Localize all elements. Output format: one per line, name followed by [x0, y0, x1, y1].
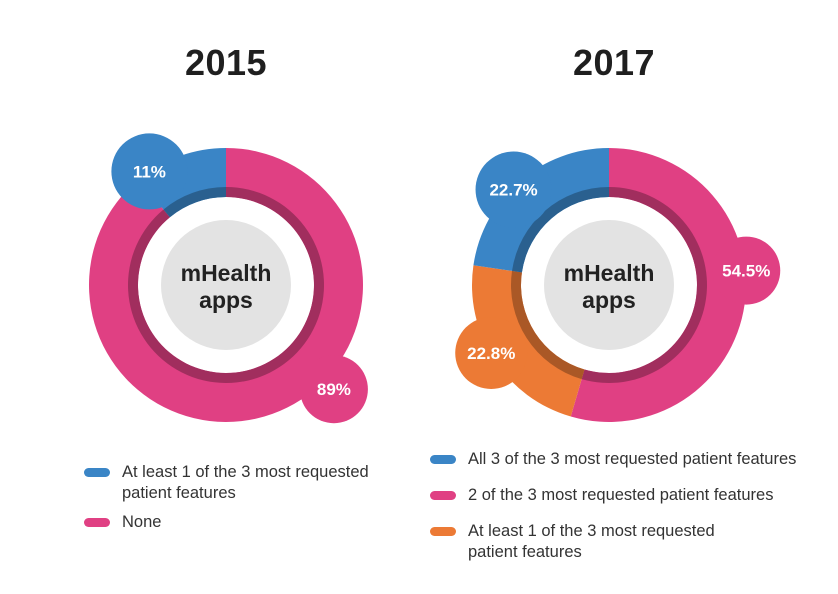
- legend-item-2-of-3: 2 of the 3 most requested patient featur…: [430, 485, 820, 506]
- legend-swatch-blue: [430, 455, 456, 464]
- center-disc: [544, 220, 674, 350]
- legend-swatch-orange: [430, 527, 456, 536]
- legend-swatch-blue: [84, 468, 110, 477]
- donut-segment-inner-band: [163, 187, 226, 218]
- data-label: 89%: [317, 380, 351, 399]
- legend-label: At least 1 of the 3 most requested: [468, 522, 715, 540]
- data-label: 54.5%: [722, 262, 770, 281]
- legend-label: At least 1 of the 3 most requested: [122, 463, 369, 481]
- legend-item-at-least-1: At least 1 of the 3 most requested patie…: [430, 521, 820, 563]
- legend-item-all-3: All 3 of the 3 most requested patient fe…: [430, 449, 820, 470]
- legend-label-continued: patient features: [468, 543, 582, 561]
- chart-title-2015: 2015: [184, 42, 268, 83]
- center-label: apps: [582, 287, 636, 313]
- center-disc: [161, 220, 291, 350]
- donut-segment: [570, 148, 746, 422]
- legend-label: 2 of the 3 most requested patient featur…: [468, 486, 774, 504]
- legend-2015: At least 1 of the 3 most requested patie…: [84, 462, 384, 533]
- center-label: apps: [199, 287, 253, 313]
- legend-label: None: [122, 513, 162, 531]
- legend-label: All 3 of the 3 most requested patient fe…: [468, 450, 797, 468]
- chart-title-2017: 2017: [572, 42, 656, 83]
- legend-label-continued: patient features: [122, 484, 236, 502]
- center-label: mHealth: [564, 260, 655, 286]
- value-bubble: [712, 236, 781, 305]
- data-label: 22.7%: [489, 181, 537, 200]
- legend-item-none: None: [84, 512, 384, 533]
- value-bubble: [111, 133, 188, 210]
- data-label: 22.8%: [467, 344, 515, 363]
- donut-segment-inner-band: [512, 187, 609, 273]
- data-label: 11%: [133, 162, 166, 181]
- center-label: mHealth: [181, 260, 272, 286]
- legend-swatch-pink: [430, 491, 456, 500]
- value-bubble: [475, 151, 552, 228]
- legend-item-at-least-1: At least 1 of the 3 most requested patie…: [84, 462, 384, 504]
- value-bubble: [299, 355, 368, 424]
- legend-2017: All 3 of the 3 most requested patient fe…: [430, 449, 820, 563]
- value-bubble: [455, 317, 528, 389]
- donut-segment-inner-band: [510, 270, 585, 380]
- donut-segment: [472, 265, 585, 417]
- legend-swatch-pink: [84, 518, 110, 527]
